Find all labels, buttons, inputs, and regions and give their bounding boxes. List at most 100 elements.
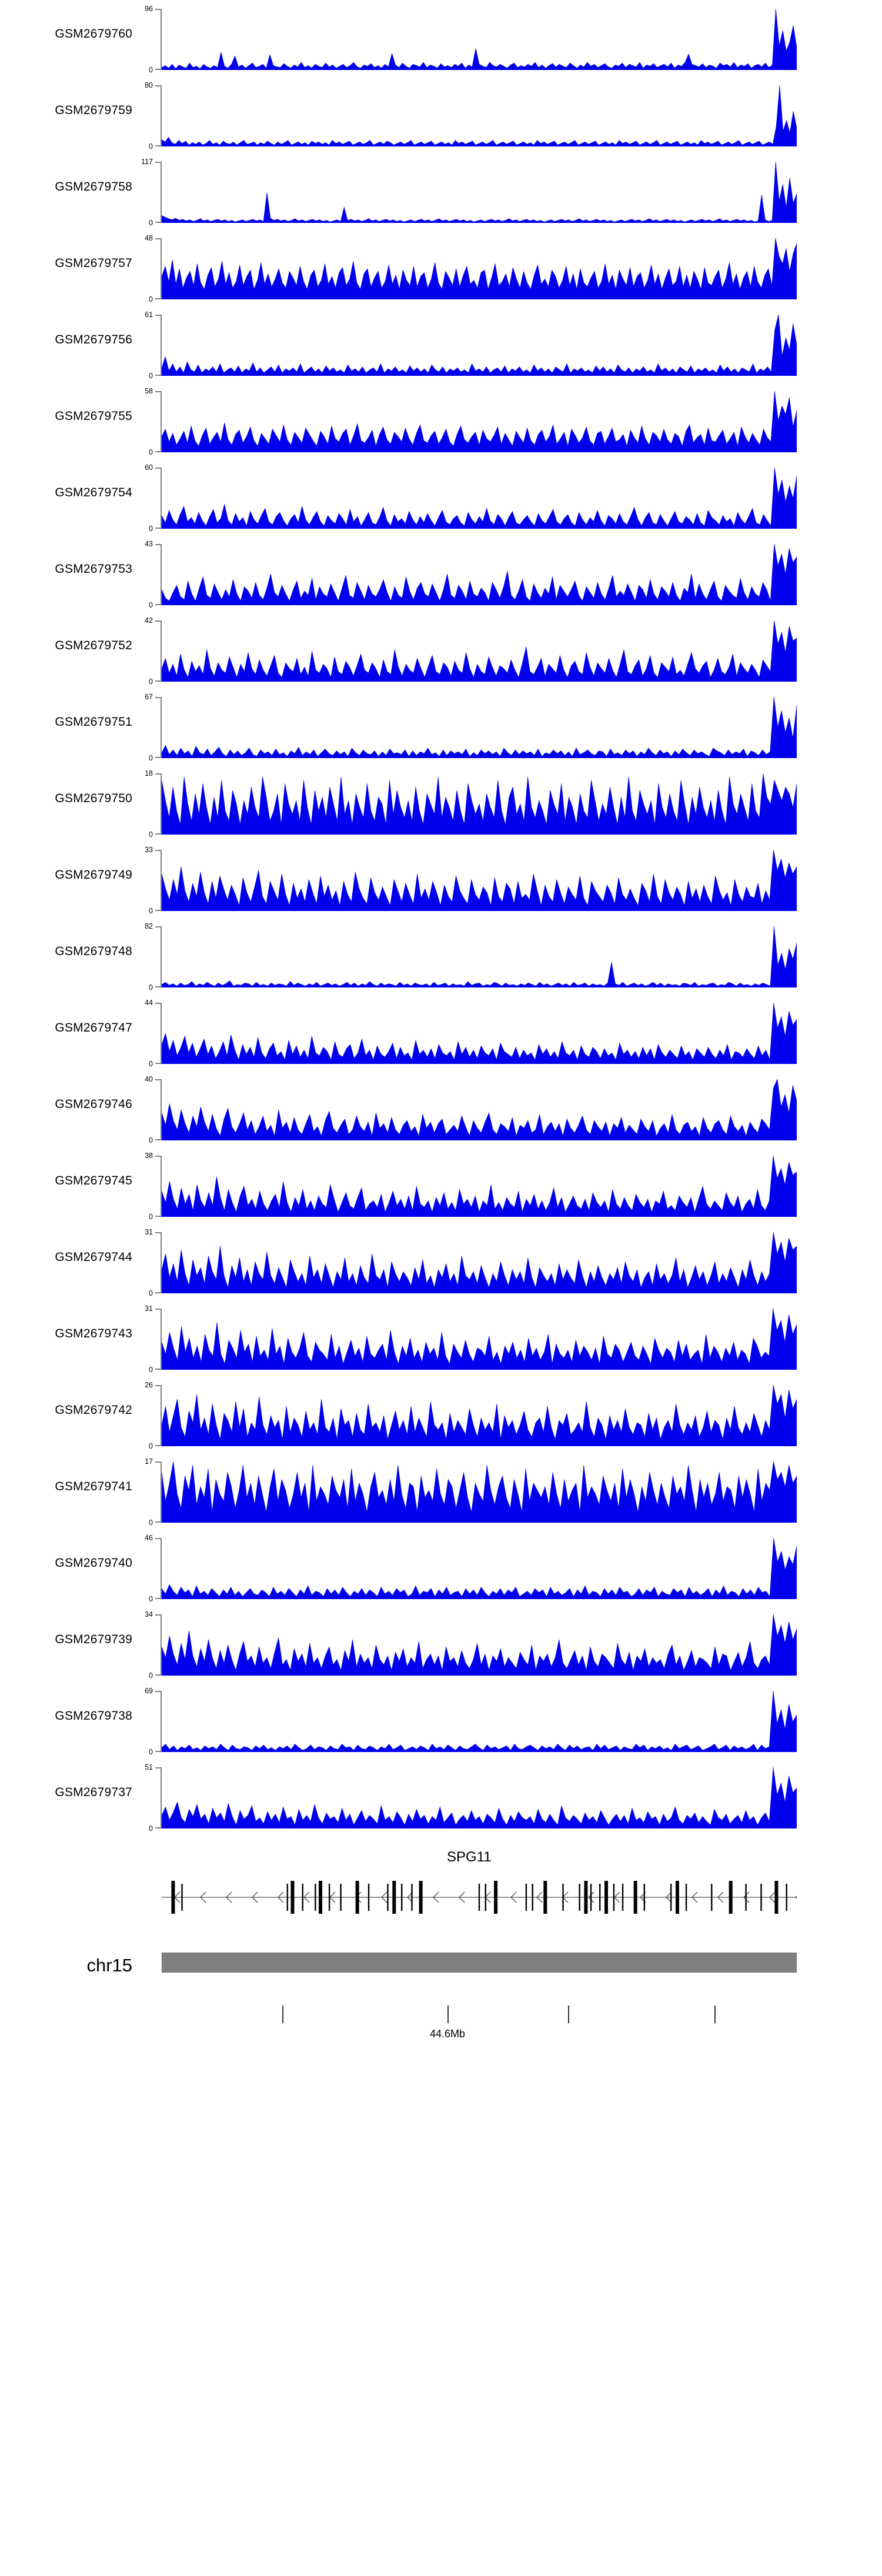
y-axis-spine — [161, 162, 162, 223]
track-label: GSM2679752 — [55, 639, 132, 652]
coverage-track[interactable]: GSM2679737 51 0 — [0, 1759, 882, 1835]
coverage-plot[interactable] — [162, 1309, 797, 1370]
track-label: GSM2679738 — [55, 1709, 132, 1723]
coverage-track[interactable]: GSM2679750 18 0 — [0, 765, 882, 841]
y-axis-tick-max — [155, 544, 162, 545]
coverage-plot[interactable] — [162, 926, 797, 987]
y-axis-min-label: 0 — [149, 524, 153, 533]
coverage-track[interactable]: GSM2679754 60 0 — [0, 459, 882, 535]
y-axis-tick-min — [155, 298, 162, 299]
track-y-axis: 44 0 — [143, 999, 162, 1067]
y-axis-spine — [161, 697, 162, 758]
coverage-track[interactable]: GSM2679746 40 0 — [0, 1070, 882, 1147]
y-axis-spine — [161, 391, 162, 452]
y-axis-min-label: 0 — [149, 906, 153, 915]
coverage-track[interactable]: GSM2679748 82 0 — [0, 917, 882, 994]
coverage-track[interactable]: GSM2679747 44 0 — [0, 994, 882, 1070]
coverage-plot[interactable] — [162, 620, 797, 682]
y-axis-spine — [161, 850, 162, 911]
y-axis-tick-min — [155, 1369, 162, 1370]
coverage-track[interactable]: GSM2679760 96 0 — [0, 0, 882, 76]
y-axis-min-label: 0 — [149, 1824, 153, 1833]
coverage-plot[interactable] — [162, 391, 797, 452]
coverage-track[interactable]: GSM2679739 34 0 — [0, 1606, 882, 1682]
coverage-track[interactable]: GSM2679740 46 0 — [0, 1529, 882, 1606]
track-y-axis: 42 0 — [143, 616, 162, 685]
coverage-plot[interactable] — [162, 238, 797, 299]
y-axis-spine — [161, 773, 162, 835]
coordinate-tick — [568, 2006, 570, 2023]
track-label: GSM2679755 — [55, 409, 132, 423]
coverage-track[interactable]: GSM2679745 38 0 — [0, 1147, 882, 1223]
gene-model[interactable] — [162, 1869, 797, 1926]
y-axis-tick-min — [155, 1751, 162, 1752]
coverage-track[interactable]: GSM2679741 17 0 — [0, 1453, 882, 1529]
coverage-track[interactable]: GSM2679751 67 0 — [0, 688, 882, 765]
track-label: GSM2679743 — [55, 1327, 132, 1340]
coverage-plot[interactable] — [162, 1079, 797, 1140]
y-axis-tick-max — [155, 1767, 162, 1769]
coverage-plot[interactable] — [162, 1385, 797, 1446]
coverage-plot[interactable] — [162, 9, 797, 70]
y-axis-spine — [161, 1538, 162, 1599]
coverage-track[interactable]: GSM2679752 42 0 — [0, 612, 882, 688]
coverage-track[interactable]: GSM2679743 31 0 — [0, 1300, 882, 1376]
ideogram-bar[interactable] — [162, 1953, 797, 1973]
track-label: GSM2679741 — [55, 1480, 132, 1493]
track-y-axis: 82 0 — [143, 923, 162, 991]
coverage-plot[interactable] — [162, 315, 797, 376]
coverage-plot[interactable] — [162, 1156, 797, 1217]
y-axis-min-label: 0 — [149, 1518, 153, 1527]
coverage-plot[interactable] — [162, 697, 797, 758]
chromosome-track: chr15 — [0, 1935, 882, 2006]
coverage-plot[interactable] — [162, 162, 797, 223]
coverage-plot[interactable] — [162, 544, 797, 605]
y-axis-tick-min — [155, 1827, 162, 1828]
coverage-plot[interactable] — [162, 1767, 797, 1828]
y-axis-spine — [161, 1385, 162, 1446]
coverage-track[interactable]: GSM2679759 80 0 — [0, 76, 882, 153]
coverage-track[interactable]: GSM2679749 33 0 — [0, 841, 882, 917]
track-label: GSM2679739 — [55, 1633, 132, 1646]
coverage-plot[interactable] — [162, 85, 797, 146]
coverage-plot[interactable] — [162, 1003, 797, 1064]
gene-annotation-track[interactable]: SPG11 — [0, 1835, 882, 1935]
track-label: GSM2679754 — [55, 486, 132, 499]
coverage-plot[interactable] — [162, 850, 797, 911]
y-axis-max-label: 46 — [145, 1534, 153, 1542]
coverage-plot[interactable] — [162, 1461, 797, 1523]
coverage-plot[interactable] — [162, 468, 797, 529]
coverage-track[interactable]: GSM2679753 43 0 — [0, 535, 882, 612]
coverage-track[interactable]: GSM2679758 117 0 — [0, 153, 882, 229]
coverage-track[interactable]: GSM2679744 31 0 — [0, 1223, 882, 1300]
track-label: GSM2679759 — [55, 104, 132, 117]
coverage-plot[interactable] — [162, 1691, 797, 1752]
coverage-plot[interactable] — [162, 1538, 797, 1599]
y-axis-max-label: 61 — [145, 311, 153, 319]
y-axis-min-label: 0 — [149, 295, 153, 303]
coverage-track[interactable]: GSM2679738 69 0 — [0, 1682, 882, 1759]
coverage-plot[interactable] — [162, 1614, 797, 1676]
track-label: GSM2679740 — [55, 1556, 132, 1570]
coverage-plot[interactable] — [162, 1232, 797, 1293]
coverage-plot[interactable] — [162, 773, 797, 835]
track-y-axis: 34 0 — [143, 1611, 162, 1679]
y-axis-max-label: 44 — [145, 999, 153, 1007]
y-axis-max-label: 42 — [145, 616, 153, 625]
y-axis-tick-max — [155, 238, 162, 239]
track-label: GSM2679746 — [55, 1097, 132, 1111]
y-axis-min-label: 0 — [149, 1365, 153, 1374]
y-axis-spine — [161, 1767, 162, 1828]
coverage-track[interactable]: GSM2679757 48 0 — [0, 229, 882, 306]
coverage-track[interactable]: GSM2679755 58 0 — [0, 382, 882, 459]
y-axis-spine — [161, 544, 162, 605]
y-axis-min-label: 0 — [149, 1059, 153, 1068]
coverage-track[interactable]: GSM2679756 61 0 — [0, 306, 882, 382]
coverage-track[interactable]: GSM2679742 26 0 — [0, 1376, 882, 1453]
y-axis-tick-max — [155, 315, 162, 316]
y-axis-tick-min — [155, 680, 162, 682]
track-y-axis: 31 0 — [143, 1305, 162, 1373]
y-axis-spine — [161, 1309, 162, 1370]
y-axis-tick-max — [155, 468, 162, 469]
